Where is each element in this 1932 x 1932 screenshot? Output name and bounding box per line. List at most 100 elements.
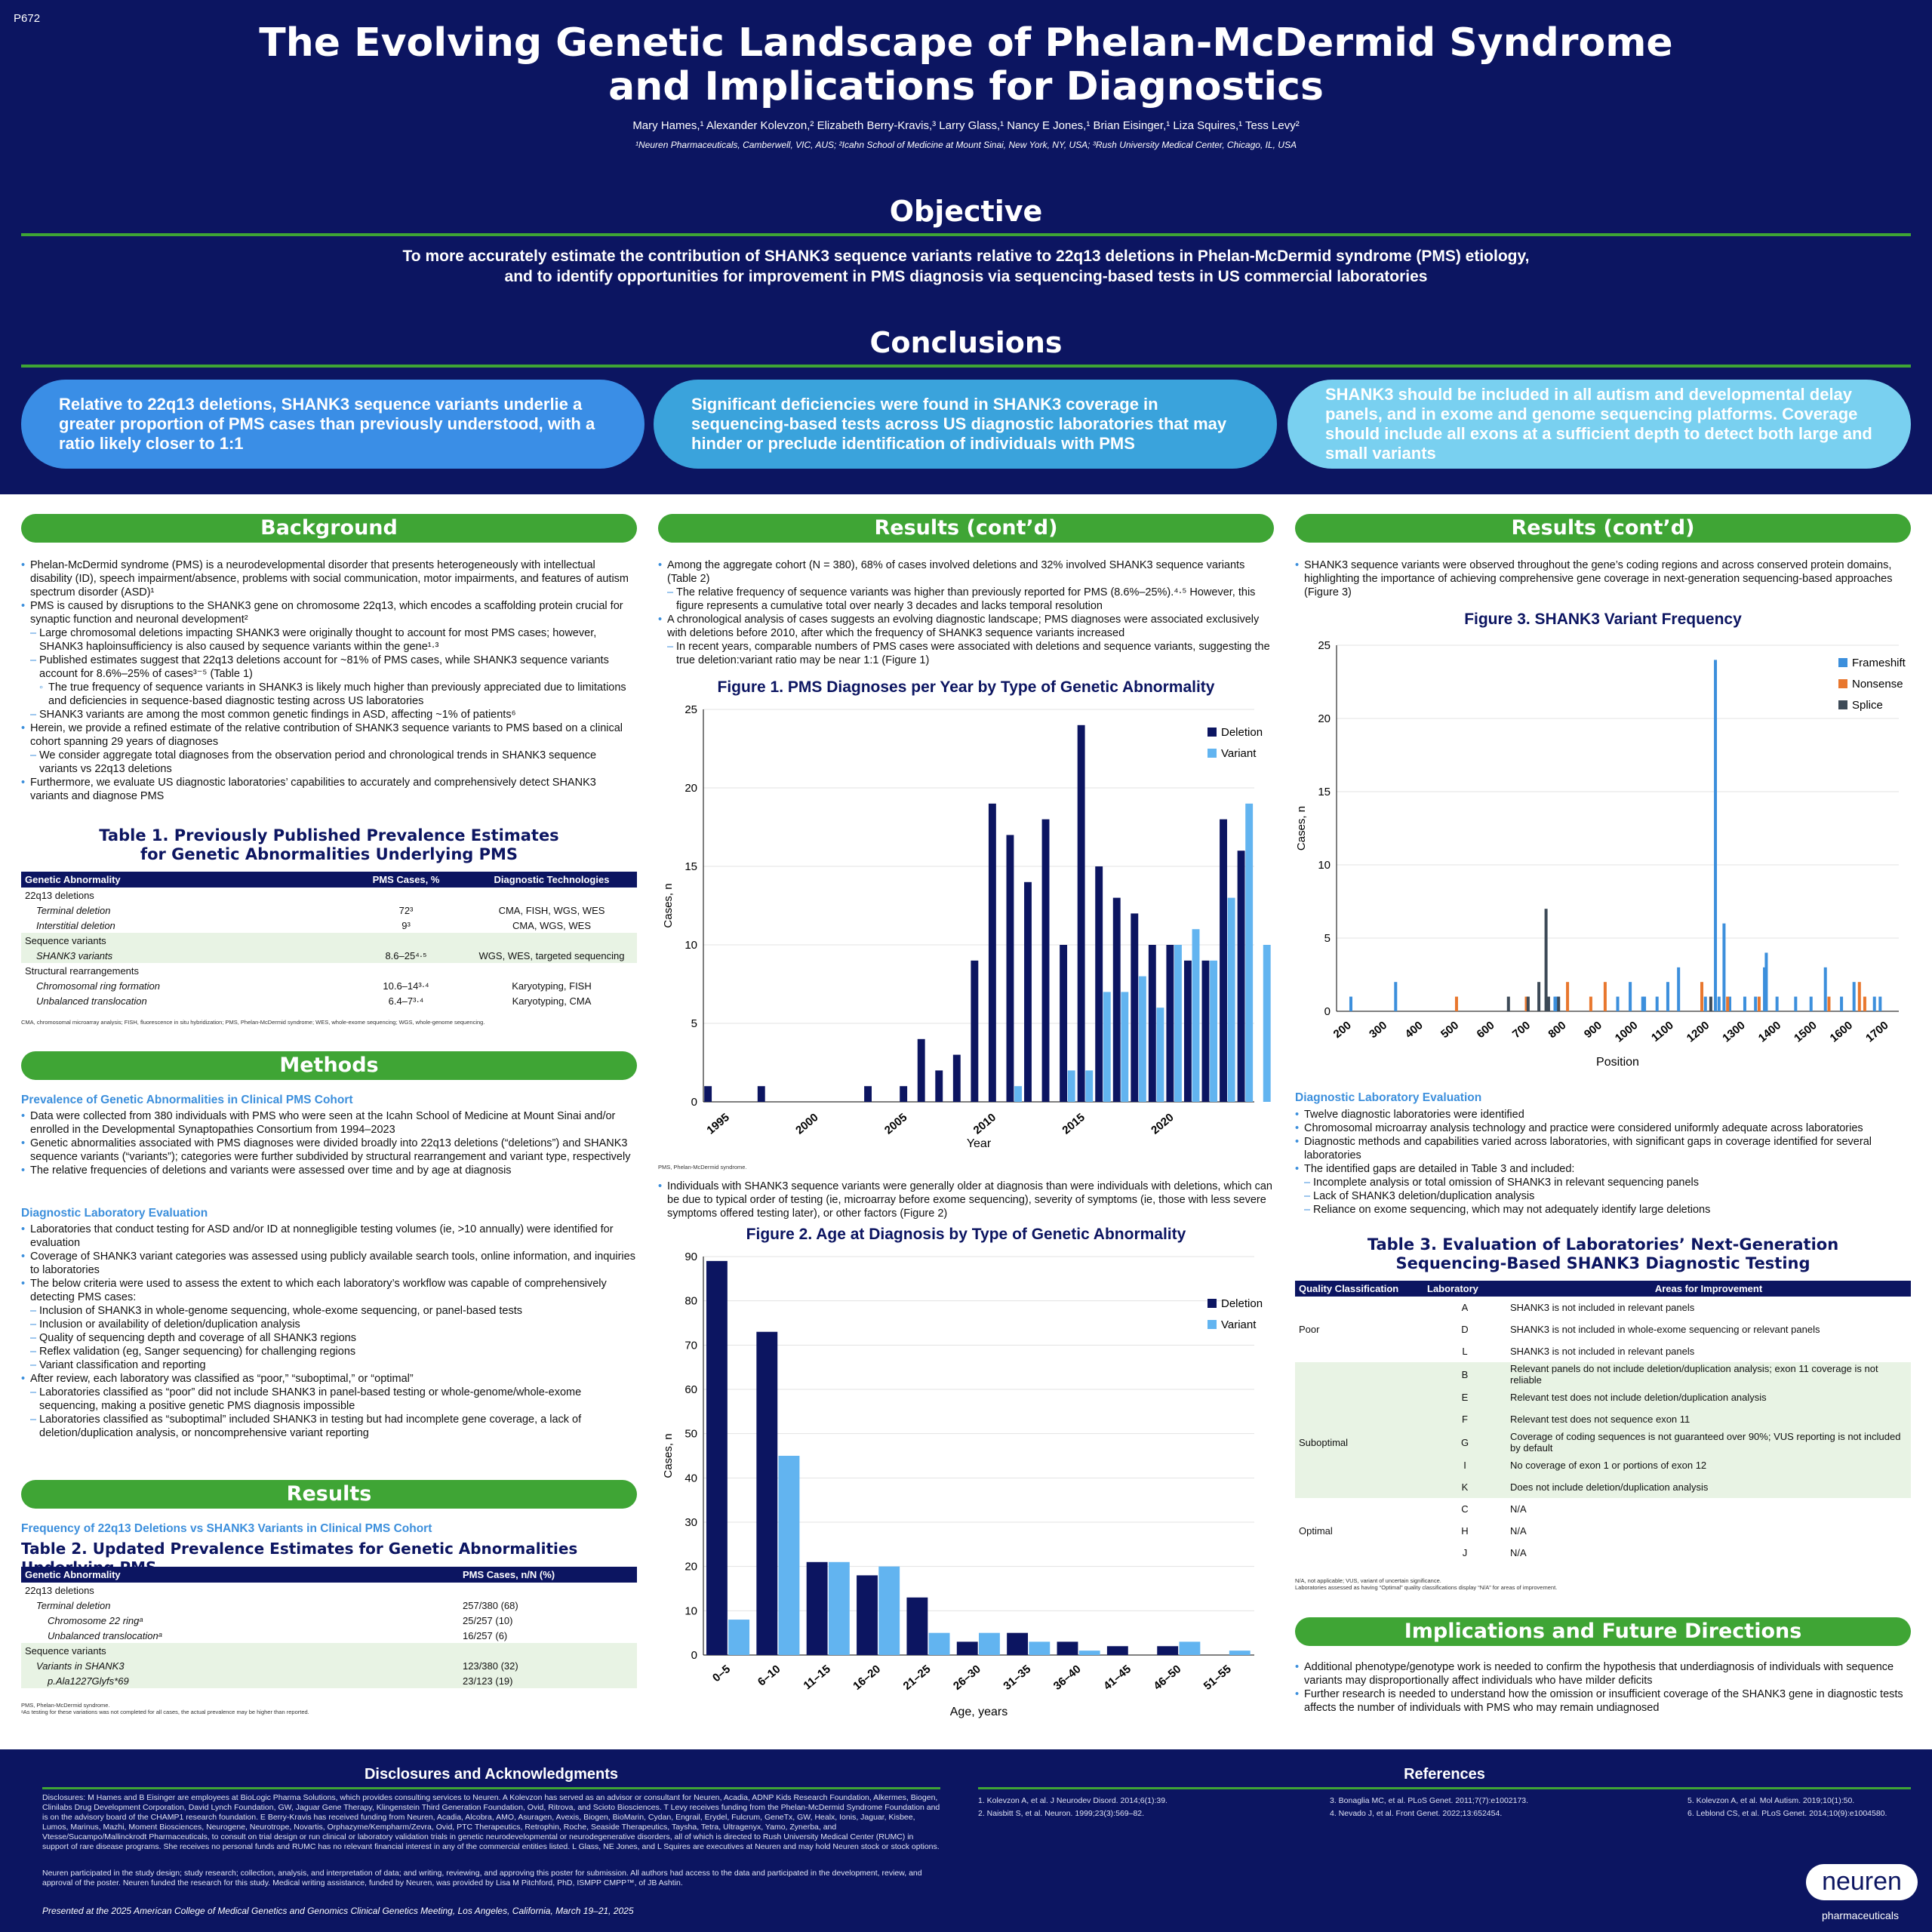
bar-deletion — [757, 1086, 765, 1102]
background-heading: Background — [21, 514, 637, 543]
y-tick-label: 10 — [1318, 859, 1331, 872]
bullet-item: Laboratories classified as “suboptimal” … — [21, 1413, 637, 1440]
y-tick-label: 80 — [685, 1295, 697, 1308]
bar-frameshift — [1714, 660, 1718, 1011]
x-tick-label: 0–5 — [710, 1663, 733, 1684]
bullet-item: Quality of sequencing depth and coverage… — [21, 1331, 637, 1345]
y-tick-label: 0 — [1324, 1005, 1331, 1018]
table-row: B Relevant panels do not include deletion… — [1295, 1362, 1911, 1386]
x-tick-label: 600 — [1475, 1019, 1497, 1041]
bullet-item: Furthermore, we evaluate US diagnostic l… — [21, 776, 637, 803]
y-tick-label: 70 — [685, 1339, 697, 1352]
table-row: Optimal H N/A — [1299, 1525, 1527, 1537]
y-tick-label: 0 — [691, 1096, 697, 1109]
y-tick-label: 10 — [685, 939, 697, 952]
y-axis-label: Cases, n — [662, 883, 675, 928]
legend-swatch — [1208, 1320, 1217, 1329]
background-bullets: Phelan-McDermid syndrome (PMS) is a neur… — [21, 558, 637, 803]
conclusion-card-2: Significant deficiencies were found in S… — [654, 380, 1277, 469]
bar-variant — [728, 1620, 750, 1655]
bullet-item: The relative frequencies of deletions an… — [21, 1164, 637, 1177]
reference-3: 3. Bonaglia MC, et al. PLoS Genet. 2011;… — [1330, 1796, 1529, 1805]
bar-nonsense — [1857, 982, 1861, 1011]
bar-deletion — [1060, 945, 1068, 1102]
bar-nonsense — [1524, 996, 1528, 1011]
y-tick-label: 20 — [1318, 712, 1331, 725]
legend-swatch — [1208, 1299, 1217, 1308]
x-tick-label: 500 — [1438, 1019, 1461, 1041]
affiliations: ¹Neuren Pharmaceuticals, Camberwell, VIC… — [635, 140, 1297, 150]
bar-frameshift — [1775, 996, 1779, 1011]
table-row: L SHANK3 is not included in relevant pane… — [1462, 1346, 1695, 1357]
table-row: Suboptimal G Coverage of coding sequences … — [1295, 1430, 1911, 1454]
bar-frameshift — [1553, 996, 1557, 1011]
x-tick-label: 700 — [1510, 1019, 1533, 1041]
bar-deletion — [704, 1086, 712, 1102]
bullet-item: Reliance on exome sequencing, which may … — [1295, 1203, 1911, 1217]
x-tick-label: 2005 — [882, 1111, 909, 1137]
y-tick-label: 5 — [691, 1017, 697, 1030]
y-axis-label: Cases, n — [662, 1433, 675, 1478]
bar-nonsense — [1589, 996, 1592, 1011]
bullet-item: In recent years, comparable numbers of P… — [658, 640, 1274, 667]
bullet-item: SHANK3 variants are among the most commo… — [21, 708, 637, 721]
table-row: Variants in SHANK3 123/380 (32) — [21, 1658, 637, 1673]
bar-deletion — [1201, 960, 1210, 1102]
bar-deletion — [988, 803, 996, 1102]
bar-deletion — [1106, 1646, 1128, 1655]
bar-deletion — [1057, 1641, 1078, 1655]
legend-swatch — [1208, 749, 1217, 758]
y-tick-label: 25 — [1318, 639, 1331, 652]
x-tick-label: 200 — [1331, 1019, 1354, 1041]
bullet-item: Incomplete analysis or total omission of… — [1295, 1176, 1911, 1189]
table1-title: Table 1. Previously Published Prevalence… — [99, 826, 559, 863]
bar-variant — [1192, 929, 1200, 1102]
poster-id: P672 — [14, 12, 41, 25]
divider — [21, 365, 1911, 368]
bar-frameshift — [1794, 996, 1798, 1011]
bullet-item: Published estimates suggest that 22q13 d… — [21, 654, 637, 681]
legend-swatch — [1208, 728, 1217, 737]
bar-deletion — [1220, 819, 1227, 1102]
chart-title: Figure 3. SHANK3 Variant Frequency — [1464, 611, 1742, 628]
reference-5: 5. Kolevzon A, et al. Mol Autism. 2019;1… — [1687, 1796, 1855, 1805]
references-heading: References — [1404, 1766, 1485, 1783]
bar-deletion — [1166, 945, 1174, 1102]
bar-variant — [1227, 897, 1235, 1102]
bar-frameshift — [1878, 996, 1882, 1011]
disclosures-heading: Disclosures and Acknowledgments — [364, 1766, 618, 1783]
bar-frameshift — [1641, 996, 1644, 1011]
bullet-item: Phelan-McDermid syndrome (PMS) is a neur… — [21, 558, 637, 599]
legend-label: Deletion — [1221, 1297, 1263, 1310]
bar-variant — [979, 1632, 1000, 1655]
poster-title: The Evolving Genetic Landscape of Phelan… — [259, 20, 1673, 109]
x-tick-label: 1500 — [1792, 1019, 1819, 1044]
x-axis-label: Position — [1596, 1056, 1639, 1069]
legend-label: Splice — [1852, 699, 1883, 712]
x-tick-label: 1700 — [1863, 1019, 1890, 1044]
bullet-item: Diagnostic methods and capabilities vari… — [1295, 1135, 1911, 1162]
x-tick-label: 26–30 — [951, 1663, 983, 1693]
x-tick-label: 300 — [1367, 1019, 1389, 1041]
bar-variant — [1229, 1651, 1251, 1655]
bar-nonsense — [1566, 982, 1570, 1011]
table-row: F Relevant test does not sequence exon 11 — [1295, 1408, 1911, 1430]
y-tick-label: 60 — [685, 1383, 697, 1396]
conclusion-card-1: Relative to 22q13 deletions, SHANK3 sequ… — [21, 380, 645, 469]
bar-frameshift — [1677, 967, 1681, 1011]
bar-variant — [1121, 992, 1129, 1102]
x-tick-label: 46–50 — [1151, 1663, 1183, 1693]
bar-variant — [1138, 976, 1146, 1102]
bar-deletion — [956, 1641, 978, 1655]
bar-variant — [1245, 803, 1254, 1102]
bar-frameshift — [1823, 967, 1827, 1011]
disclosures-text: Disclosures: M Hames and B Eisinger are … — [42, 1793, 940, 1851]
x-tick-label: 2000 — [793, 1111, 820, 1137]
lab-eval-bullets: Twelve diagnostic laboratories were iden… — [1295, 1108, 1911, 1217]
chart-title: Figure 1. PMS Diagnoses per Year by Type… — [718, 678, 1215, 696]
bullet-item: Data were collected from 380 individuals… — [21, 1109, 637, 1137]
table-row: Unbalanced translocation 6.4–7³·⁴ Karyotyp… — [36, 995, 592, 1007]
bar-frameshift — [1840, 996, 1844, 1011]
y-axis-label: Cases, n — [1295, 806, 1308, 851]
bar-frameshift — [1809, 996, 1813, 1011]
